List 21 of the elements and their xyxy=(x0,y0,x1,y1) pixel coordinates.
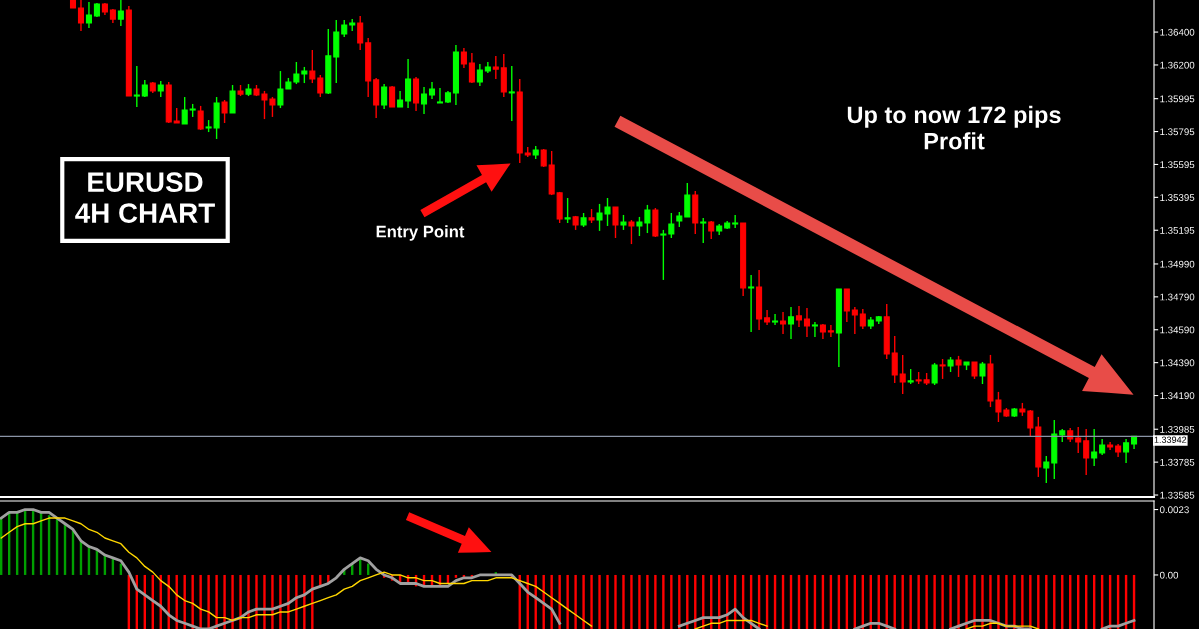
annotation: Entry Point xyxy=(376,225,465,241)
y-tick-label: 1.34390 xyxy=(1160,359,1195,367)
y-tick-label: 1.34190 xyxy=(1160,392,1195,400)
y-tick-label: 1.35195 xyxy=(1160,226,1195,234)
y-tick-label: 1.35995 xyxy=(1160,95,1195,103)
y-tick-label: 1.35595 xyxy=(1160,161,1195,169)
y-tick-label: 1.34990 xyxy=(1160,260,1195,268)
annotation: Up to now 172 pips Profit xyxy=(847,105,1061,150)
y-tick-label: 1.33785 xyxy=(1160,458,1195,466)
y-tick-label: 1.33585 xyxy=(1160,491,1195,499)
y-tick-label: 0.0023 xyxy=(1159,506,1189,514)
y-tick-label: 1.35395 xyxy=(1160,194,1195,201)
y-tick-label: 1.36200 xyxy=(1160,61,1195,69)
y-tick-label: 1.34590 xyxy=(1160,326,1195,334)
annotation: EURUSD 4H CHART xyxy=(75,172,215,223)
y-tick-label: 0.00 xyxy=(1159,571,1179,579)
y-tick-label: 1.36400 xyxy=(1160,28,1195,36)
y-tick-label: 1.35795 xyxy=(1160,128,1195,136)
y-tick-label: 1.33985 xyxy=(1160,425,1195,433)
y-tick-label: 1.34790 xyxy=(1160,293,1195,301)
ref-line-label: 1.33942 xyxy=(1154,436,1187,443)
